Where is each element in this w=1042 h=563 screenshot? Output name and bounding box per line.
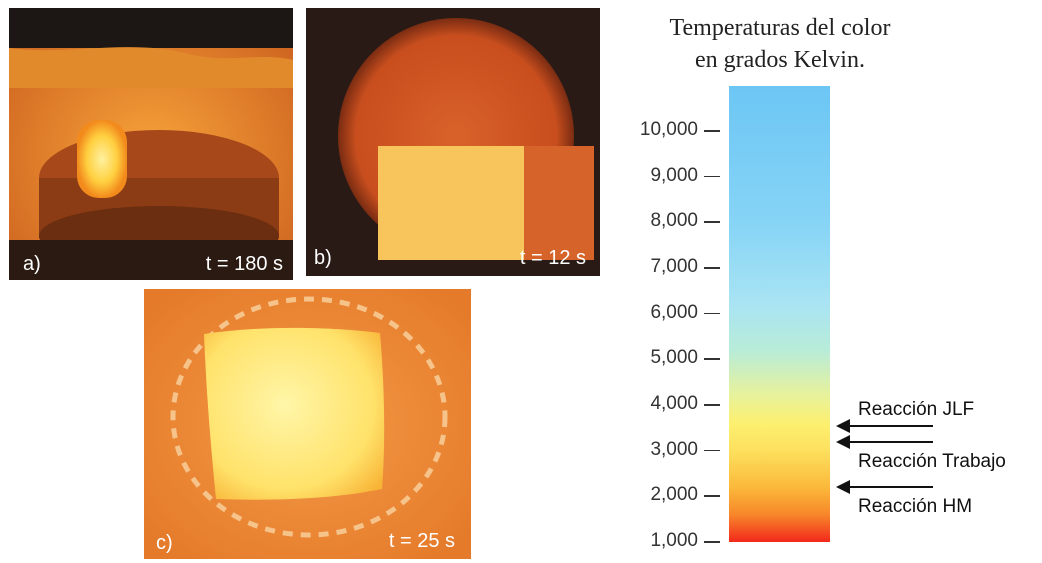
reaction-label: Reacción JLF [858, 399, 975, 420]
tick-label: 2,000 [650, 484, 698, 506]
panel-c-label: c) [156, 532, 173, 554]
tick-mark [704, 312, 720, 315]
reaction-label: Reacción HM [858, 496, 973, 517]
tick-label: 8,000 [650, 210, 698, 232]
tick-label: 10,000 [639, 119, 698, 140]
reaction-arrow-icon [836, 418, 933, 433]
panel-a-label: a) [23, 253, 41, 275]
tick-mark [704, 495, 720, 497]
tick-mark [704, 175, 720, 178]
scale-title-line-1: Temperaturas del color [669, 15, 891, 41]
tick-mark [704, 404, 720, 406]
tick-label: 3,000 [650, 438, 698, 460]
tick-label: 9,000 [650, 164, 698, 186]
tick-mark [704, 449, 720, 452]
tick-mark [704, 130, 720, 132]
tick-mark [704, 221, 720, 223]
photo-panel-a: a) t = 180 s [9, 8, 293, 280]
reaction-arrow-icon [836, 434, 933, 449]
reaction-arrow-icon [836, 480, 933, 495]
panel-b-time: t = 12 s [519, 247, 586, 269]
tick-mark [704, 541, 720, 543]
tick-label: 5,000 [650, 347, 698, 369]
tick-label: 6,000 [650, 301, 698, 323]
tick-label: 1,000 [650, 530, 698, 551]
panel-c-time: t = 25 s [388, 530, 455, 552]
scale-title-line-2: en grados Kelvin. [695, 47, 865, 73]
color-temperature-bar [729, 86, 830, 542]
tick-label: 7,000 [650, 256, 698, 277]
tick-mark [704, 267, 720, 269]
furnace-photo-c [144, 289, 471, 559]
scale-title: Temperaturas del color en grados Kelvin. [630, 12, 930, 76]
panel-b-label: b) [314, 247, 332, 269]
tick-label: 4,000 [650, 393, 698, 414]
panel-a-time: t = 180 s [205, 253, 283, 275]
furnace-photo-a [9, 8, 293, 280]
reaction-label: Reacción Trabajo [858, 451, 1006, 472]
photo-panel-b: b) t = 12 s [306, 8, 600, 276]
photo-panel-c: c) t = 25 s [144, 289, 471, 559]
tick-mark [704, 358, 720, 360]
furnace-photo-b [306, 8, 600, 276]
